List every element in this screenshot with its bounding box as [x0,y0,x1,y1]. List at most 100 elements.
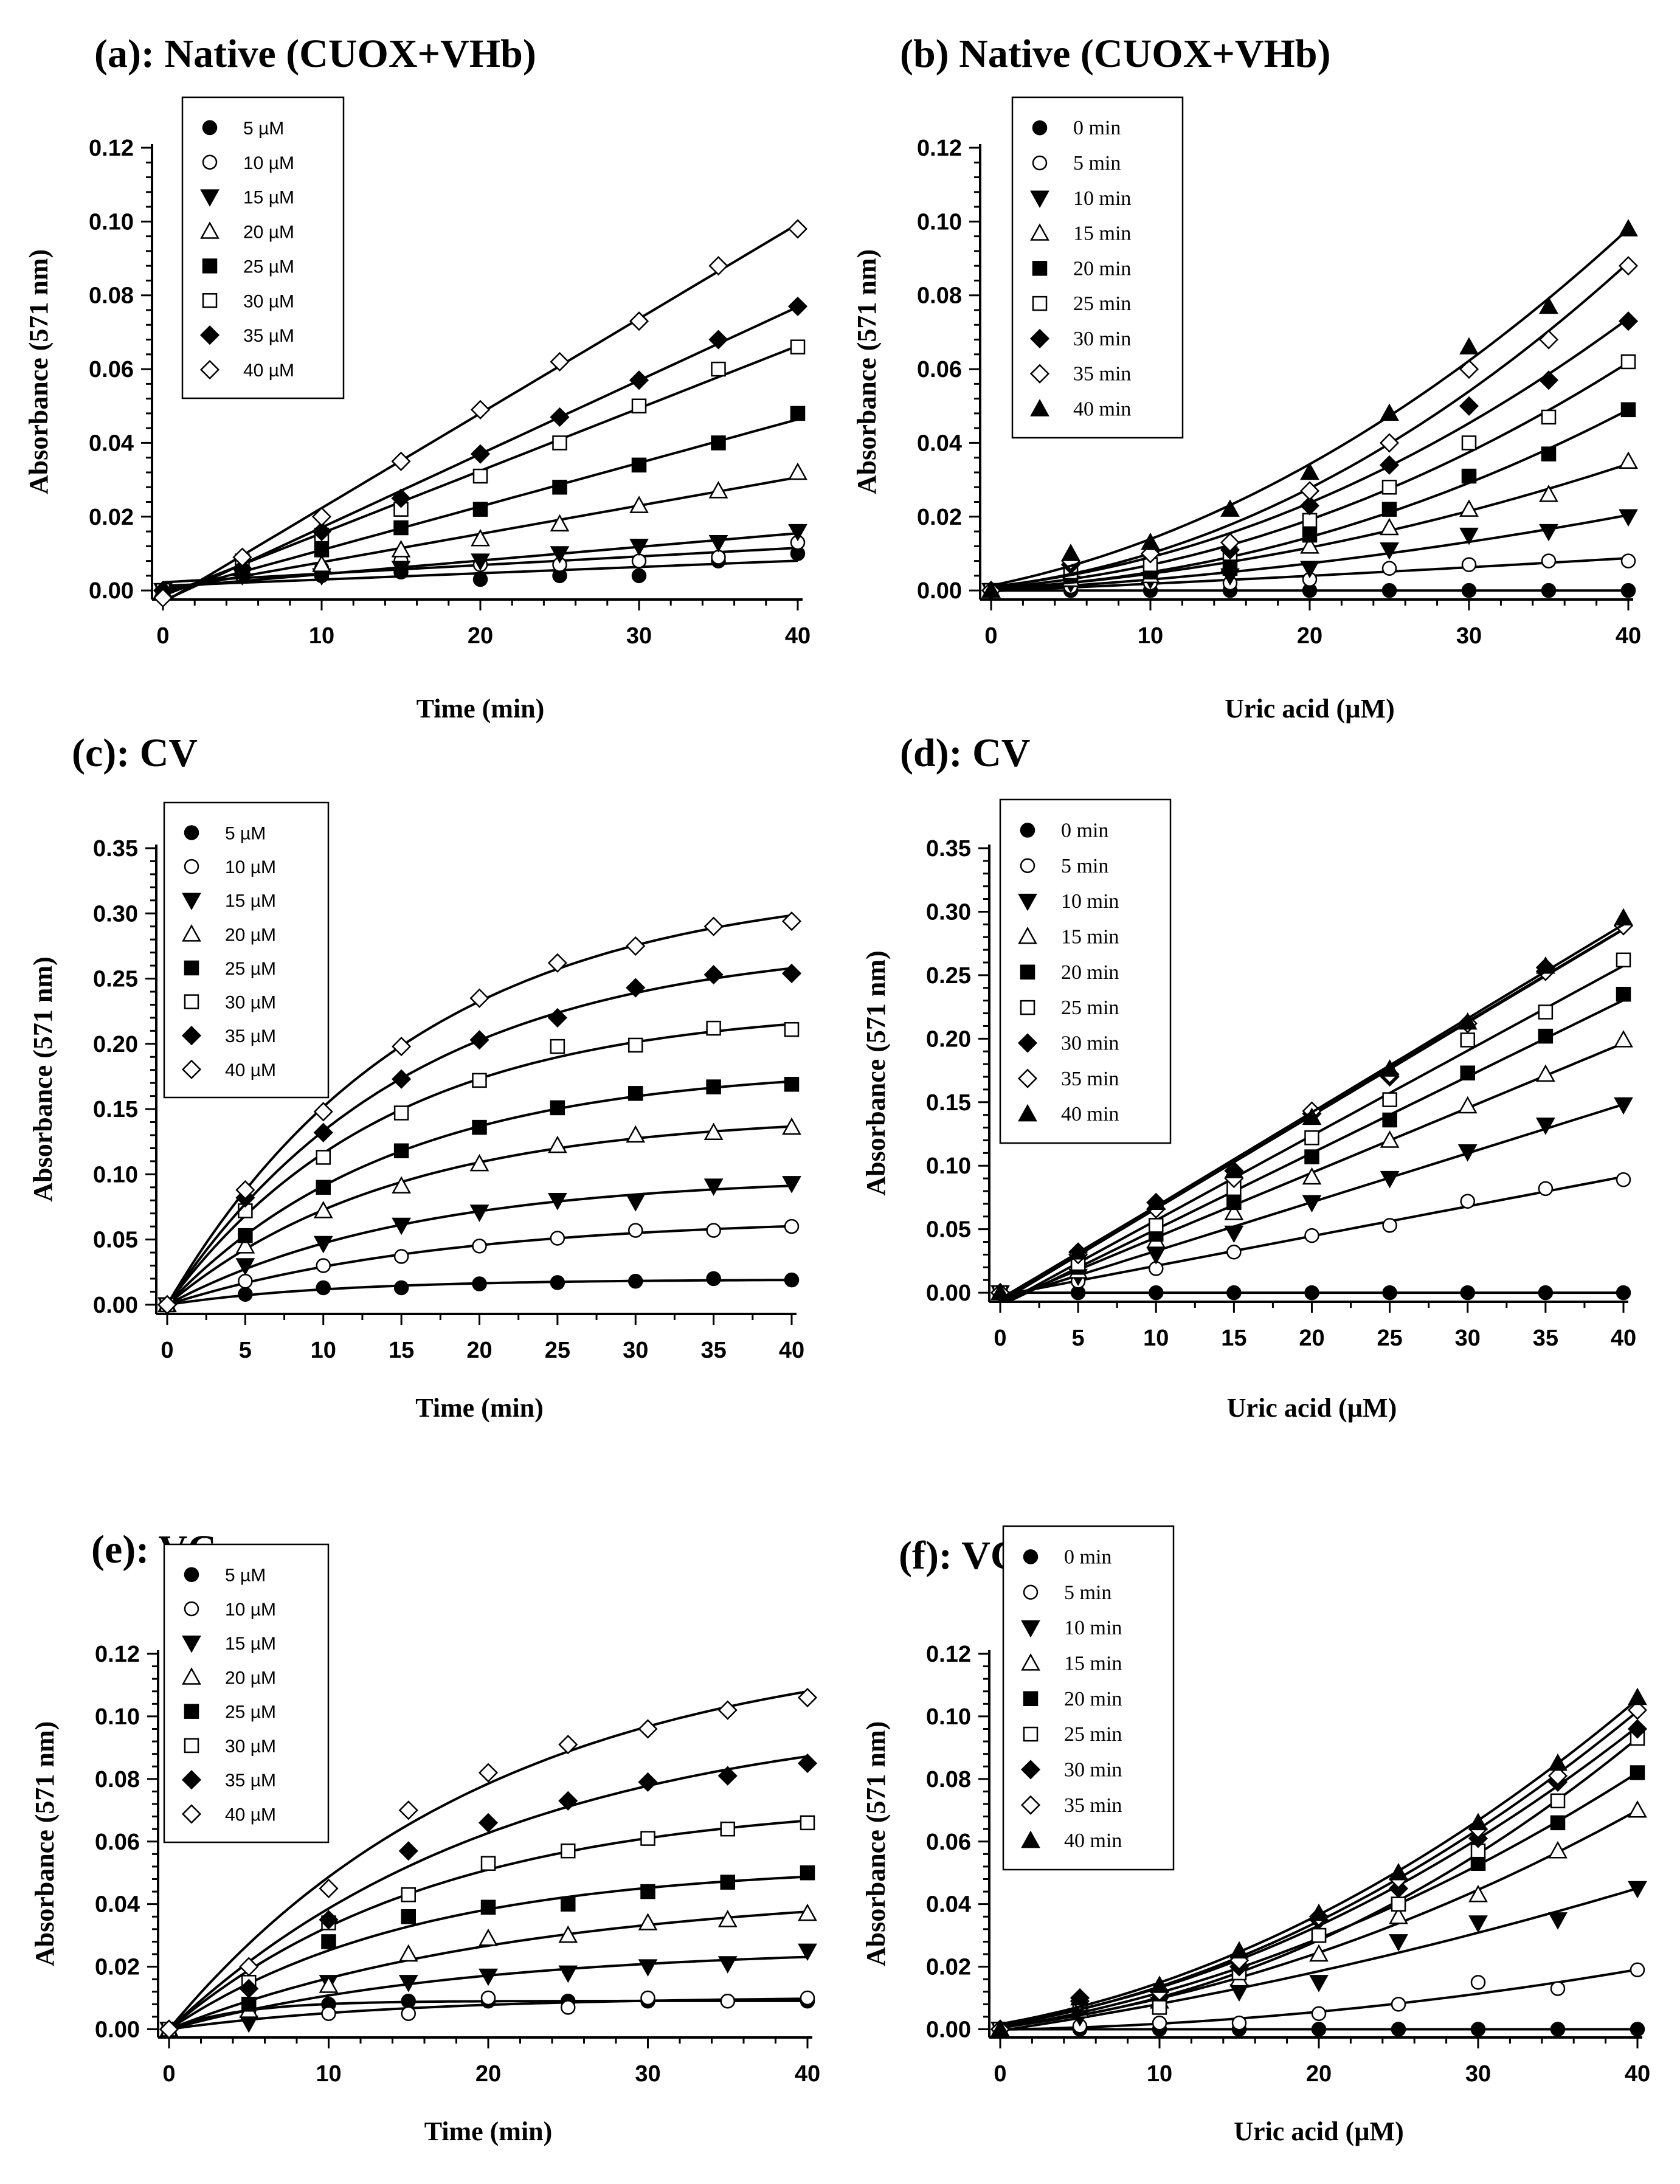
panel-b-data-point [1622,355,1635,368]
panel-b-x-tick-label: 0 [984,623,997,649]
panel-b-data-point [1381,519,1398,534]
panel-e-data-point [480,1930,497,1946]
panel-e-data-point [561,2000,575,2014]
panel-f-data-point [1471,2023,1485,2036]
panel-c-data-point [551,1101,564,1114]
panel-e-data-point [801,1866,814,1879]
panel-b-x-tick-label: 30 [1456,623,1482,649]
panel-b-data-point [1620,510,1637,525]
legend-marker [185,1568,198,1581]
panel-b-data-point [1462,436,1476,449]
legend-label: 25 min [1064,1723,1122,1746]
panel-a-data-point [553,480,567,494]
panel-f-y-tick-label: 0.06 [926,1830,971,1855]
panel-e-y-tick-label: 0.02 [95,1955,140,1980]
panel-e-data-point [482,1991,495,2005]
panel-e-data-point [639,1720,657,1738]
panel-a-y-tick-label: 0.10 [89,209,134,235]
panel-a: (a): Native (CUOX+VHb)0.000.020.040.060.… [24,32,811,724]
panel-c-data-point [393,1070,410,1088]
panel-e-data-point [322,2007,336,2020]
panel-c-data-point [395,1144,408,1158]
panel-d-data-point [1617,1173,1630,1186]
legend-marker [203,259,216,272]
panel-f-data-point [1470,1886,1487,1901]
panel-e-data-point [721,1822,735,1836]
panel-c-x-tick-label: 0 [161,1338,173,1363]
panel-c-data-point [471,1031,488,1049]
panel-a-data-point [551,353,569,371]
panel-e-data-point [640,1915,657,1930]
panel-b-data-point [1540,331,1558,348]
panel-d-x-tick-label: 20 [1299,1325,1324,1351]
panel-d-y-tick-label: 0.00 [926,1280,971,1306]
panel-c-data-point [473,1239,486,1253]
panel-a-data-point [710,536,727,551]
panel-e-y-label: Absorbance (571 nm) [30,1721,60,1966]
panel-c-x-tick-label: 20 [466,1338,492,1363]
panel-c-fit-line [167,1082,792,1305]
panel-e-x-tick-label: 30 [635,2061,660,2087]
panel-b-data-point [1303,514,1316,527]
legend-label: 30 min [1061,1032,1119,1054]
panel-a-data-point [632,458,646,472]
panel-b-y-tick-label: 0.10 [917,209,962,235]
panel-b-data-point [1542,410,1555,424]
panel-a-data-point [789,464,806,479]
legend-marker [1033,261,1046,275]
panel-c: (c): CV0.000.050.100.150.200.250.300.350… [28,731,804,1423]
panel-e-y-tick-label: 0.04 [95,1892,140,1918]
panel-c-data-point [785,1077,798,1091]
panel-c-y-tick-label: 0.05 [93,1228,138,1253]
legend-label: 30 µM [243,291,294,311]
legend-marker [185,860,198,873]
panel-a-data-point [395,521,408,534]
panel-f-data-point [1629,1802,1646,1817]
panel-e-data-point [399,1802,417,1819]
panel-b-data-point [1062,545,1079,561]
panel-d-y-tick-label: 0.30 [926,899,971,925]
panel-e: (e): VC0.000.020.040.060.080.100.120 10 20… [30,1527,820,2146]
legend-marker [185,1739,198,1752]
panel-e-y-tick-label: 0.00 [95,2017,140,2043]
panel-e-data-point [402,1910,415,1923]
legend-label: 20 µM [225,925,276,945]
panel-d-data-point [1305,1150,1319,1164]
panel-c-x-tick-label: 5 [239,1338,252,1363]
panel-a-data-point [472,445,489,463]
panel-f-data-point [1312,1929,1326,1942]
panel-e-data-point [641,1991,655,2005]
panel-a-data-point [789,525,806,540]
panel-e-data-point [801,1816,814,1830]
panel-b-data-point [1620,313,1637,330]
panel-a-data-point [710,257,727,275]
legend-label: 20 µM [243,223,294,243]
panel-f-data-point [1153,2016,1166,2030]
legend-label: 35 µM [243,326,294,346]
panel-b-data-point [1381,543,1398,558]
legend-label: 35 µM [225,1771,276,1791]
panel-f-data-point [1392,2023,1405,2036]
panel-b-data-point [1223,562,1237,575]
legend-box [164,803,328,1097]
panel-b-data-point [1622,555,1635,568]
panel-f-data-point [1471,1857,1485,1870]
legend-marker [1021,859,1034,873]
panel-f-data-point [1551,1794,1564,1808]
panel-f-y-tick-label: 0.00 [926,2017,971,2043]
panel-b-data-point [1542,584,1555,597]
legend-label: 15 min [1073,223,1131,245]
legend-label: 40 µM [243,361,294,381]
panel-b-data-point [1460,361,1478,378]
legend-label: 0 min [1064,1546,1111,1568]
legend-marker [1021,966,1034,979]
panel-e-data-point [480,1814,497,1832]
panel-f-data-point [1551,1816,1564,1830]
legend-label: 15 µM [243,188,294,208]
panel-c-data-point [315,1203,332,1218]
panel-a-x-label: Time (min) [417,694,545,724]
panel-f-data-point [1471,1975,1485,1989]
panel-f-x-tick-label: 10 [1147,2061,1172,2087]
panel-c-data-point [627,1127,645,1142]
panel-b-data-point [1462,469,1476,483]
